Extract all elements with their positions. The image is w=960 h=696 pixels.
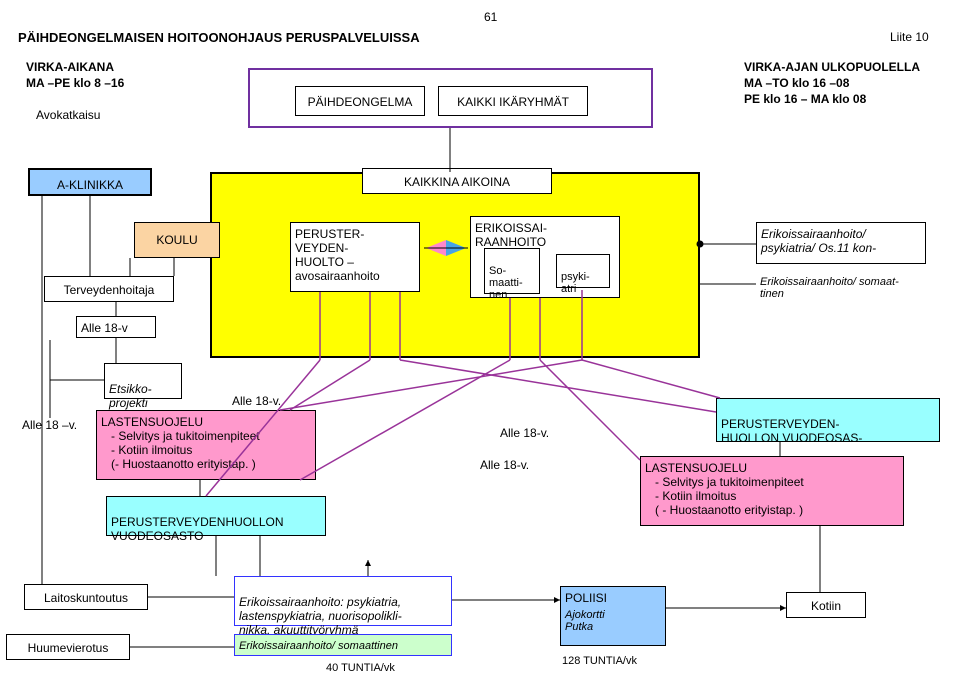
left-head-1: VIRKA-AIKANA [26,60,114,74]
psyki: psyki- atri [556,254,610,288]
kaikkina-aikoina: KAIKKINA AIKOINA [362,168,552,194]
left-head-2: MA –PE klo 8 –16 [26,76,124,90]
putka-text: Putka [565,621,661,633]
ls-left-b3: (- Huostaanotto erityistap. ) [101,457,311,471]
peruster-l3: HUOLTO – [295,255,415,269]
ls-right-title: LASTENSUOJELU [645,461,899,475]
ls-left-title: LASTENSUOJELU [101,415,311,429]
huume-text: Huumevierotus [28,641,109,655]
vuodeosasto: PERUSTERVEYDENHUOLLON VUODEOSASTO [106,496,326,536]
right-head-3: PE klo 16 – MA klo 08 [744,92,866,106]
alle18v-mid2: Alle 18-v. [480,458,529,472]
erikois-l2: RAANHOITO [475,235,615,249]
top-box-1-text: PÄIHDEONGELMA [308,95,413,109]
right-head-1: VIRKA-AJAN ULKOPUOLELLA [744,60,920,74]
huumevierotus: Huumevierotus [6,634,130,660]
erikois-right2: Erikoissairaanhoito/ somaat- tinen [760,276,899,300]
40tuntia: 40 TUNTIA/vk [326,662,395,674]
128tuntia: 128 TUNTIA/vk [562,655,637,667]
somaattinen: So- maatti- nen [484,248,540,294]
kotiin-text: Kotiin [811,599,841,613]
lastensuojelu-right: LASTENSUOJELU - Selvitys ja tukitoimenpi… [640,456,904,526]
alle18v-text: Alle 18-v [81,321,128,335]
erikoissai-som-bottom: Erikoissairaanhoito/ somaattinen [234,634,452,656]
koulu-text: KOULU [156,233,197,247]
a-klinikka: A-KLINIKKA [28,168,152,196]
erikois-right: Erikoissairaanhoito/ psykiatria/ Os.11 k… [756,222,926,264]
page-number: 61 [484,10,497,24]
erikoissai-bottom: Erikoissairaanhoito: psykiatria, lastens… [234,576,452,626]
vuodeosasto-text: PERUSTERVEYDENHUOLLON VUODEOSASTO [111,515,284,543]
alle18v-left: Alle 18 –v. [22,418,77,432]
top-box-1: PÄIHDEONGELMA [295,86,425,116]
er-r-l2: psykiatria/ Os.11 kon- [761,241,921,255]
ls-left-b1: - Selvitys ja tukitoimenpiteet [101,429,311,443]
center-title-text: KAIKKINA AIKOINA [404,175,510,189]
attachment: Liite 10 [890,30,929,44]
alle18v-box: Alle 18-v [76,316,156,338]
koulu: KOULU [134,222,220,258]
top-box-2-text: KAIKKI IKÄRYHMÄT [457,95,569,109]
lastensuojelu-left: LASTENSUOJELU - Selvitys ja tukitoimenpi… [96,410,316,480]
poliisi: POLIISI Ajokortti Putka [560,586,666,646]
ls-right-b1: - Selvitys ja tukitoimenpiteet [645,475,899,489]
poliisi-text: POLIISI [565,591,661,605]
laitos-text: Laitoskuntoutus [44,591,128,605]
th-text: Terveydenhoitaja [64,283,155,297]
doc-title: PÄIHDEONGELMAISEN HOITOONOHJAUS PERUSPAL… [18,30,420,45]
er-r-l1: Erikoissairaanhoito/ [761,227,921,241]
erikois-l1: ERIKOISSAI- [475,221,615,235]
etsikko-text: Etsikko- projekti [109,382,152,410]
kotiin: Kotiin [786,592,866,618]
ls-left-b2: - Kotiin ilmoitus [101,443,311,457]
laitoskuntoutus: Laitoskuntoutus [24,584,148,610]
etsikko: Etsikko- projekti [104,363,182,399]
perustervey-right: PERUSTERVEYDEN- HUOLLON VUODEOSAS- [716,398,940,442]
peruster-l2: VEYDEN- [295,241,415,255]
esb-text: Erikoissairaanhoito: psykiatria, lastens… [239,595,402,637]
terveydenhoitaja: Terveydenhoitaja [44,276,174,302]
peruster: PERUSTER- VEYDEN- HUOLTO – avosairaanhoi… [290,222,420,292]
yellow-panel [210,172,700,358]
peruster-l4: avosairaanhoito [295,269,415,283]
ls-right-b3: ( - Huostaanotto erityistap. ) [645,503,899,517]
left-head-3: Avokatkaisu [36,108,100,122]
top-box-2: KAIKKI IKÄRYHMÄT [438,86,588,116]
esomb-text: Erikoissairaanhoito/ somaattinen [239,640,398,652]
ajokortti-text: Ajokortti [565,609,661,621]
a-klinikka-text: A-KLINIKKA [57,178,123,192]
peruster-l1: PERUSTER- [295,227,415,241]
perustervey-right-text: PERUSTERVEYDEN- HUOLLON VUODEOSAS- [721,417,862,445]
right-head-2: MA –TO klo 16 –08 [744,76,849,90]
ls-right-b2: - Kotiin ilmoitus [645,489,899,503]
alle18v-mid1: Alle 18-v. [500,426,549,440]
alle18v-top: Alle 18-v. [232,394,281,408]
